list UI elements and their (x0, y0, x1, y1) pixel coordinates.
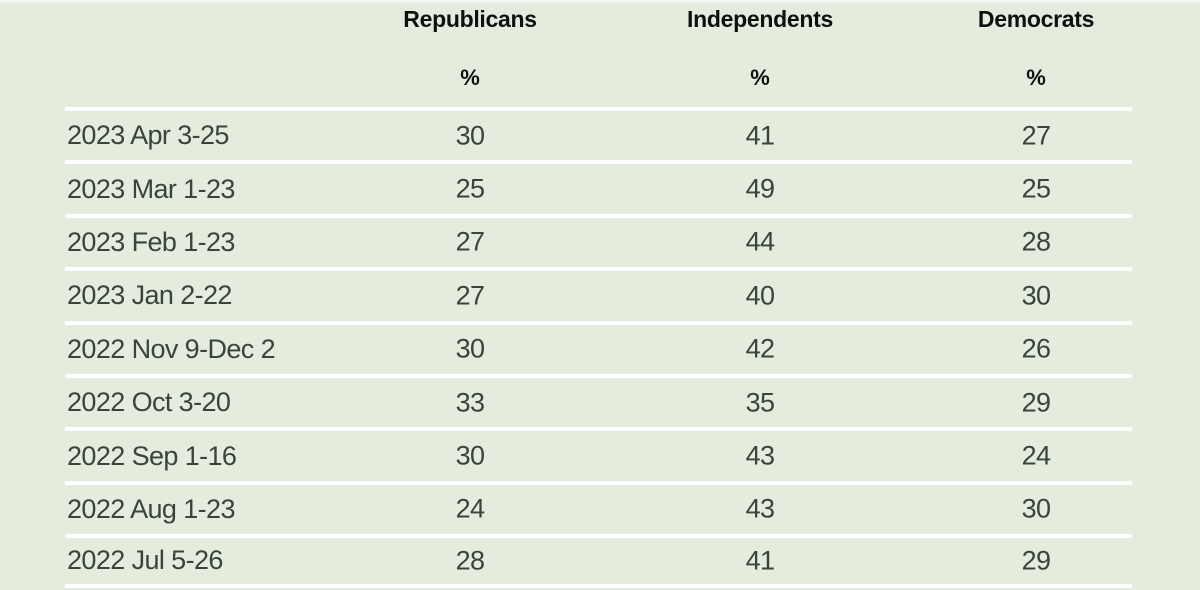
date-cell: 2022 Aug 1-23 (67, 493, 235, 524)
republicans-value: 30 (455, 333, 485, 364)
date-cell: 2022 Oct 3-20 (67, 387, 231, 418)
independents-value: 41 (745, 120, 775, 151)
table-row: 2023 Mar 1-23 25 49 25 (65, 160, 1132, 213)
date-cell: 2022 Nov 9-Dec 2 (67, 333, 276, 364)
table-body: 2023 Apr 3-25 30 41 27 2023 Mar 1-23 25 … (65, 107, 1132, 588)
table-row: 2022 Jul 5-26 28 41 29 (65, 534, 1132, 588)
date-cell: 2022 Sep 1-16 (67, 440, 237, 471)
democrats-value: 25 (1021, 173, 1051, 204)
independents-value: 35 (745, 387, 775, 418)
republicans-value: 30 (455, 120, 485, 151)
republicans-value: 28 (455, 545, 485, 576)
date-cell: 2023 Mar 1-23 (67, 173, 235, 204)
democrats-value: 28 (1021, 226, 1051, 257)
date-cell: 2023 Jan 2-22 (67, 280, 232, 311)
percent-label-democrats: % (1026, 65, 1046, 90)
democrats-value: 30 (1021, 280, 1051, 311)
democrats-value: 27 (1021, 120, 1051, 151)
democrats-value: 30 (1021, 493, 1051, 524)
date-cell: 2022 Jul 5-26 (67, 545, 223, 576)
republicans-value: 30 (455, 440, 485, 471)
table-row: 2023 Apr 3-25 30 41 27 (65, 107, 1132, 160)
column-header-independents: Independents (687, 6, 833, 32)
republicans-value: 27 (455, 280, 485, 311)
table-row: 2023 Feb 1-23 27 44 28 (65, 213, 1132, 267)
independents-value: 41 (745, 545, 775, 576)
table-row: 2022 Aug 1-23 24 43 30 (65, 480, 1132, 534)
table-row: 2022 Sep 1-16 30 43 24 (65, 427, 1132, 480)
percent-label-republicans: % (460, 65, 480, 90)
democrats-value: 29 (1021, 545, 1051, 576)
republicans-value: 25 (455, 173, 485, 204)
independents-value: 40 (745, 280, 775, 311)
table-row: 2023 Jan 2-22 27 40 30 (65, 267, 1132, 320)
democrats-value: 24 (1021, 440, 1051, 471)
independents-value: 43 (745, 493, 775, 524)
column-header-republicans: Republicans (403, 6, 537, 32)
independents-value: 42 (745, 333, 775, 364)
democrats-value: 26 (1021, 333, 1051, 364)
independents-value: 49 (745, 173, 775, 204)
democrats-value: 29 (1021, 387, 1051, 418)
date-cell: 2023 Apr 3-25 (67, 120, 229, 151)
table-row: 2022 Nov 9-Dec 2 30 42 26 (65, 320, 1132, 374)
independents-value: 43 (745, 440, 775, 471)
percent-label-independents: % (750, 65, 770, 90)
republicans-value: 24 (455, 493, 485, 524)
column-header-democrats: Democrats (977, 6, 1095, 32)
independents-value: 44 (745, 226, 775, 257)
table-header: Republicans Independents Democrats % % % (0, 0, 1200, 107)
table-row: 2022 Oct 3-20 33 35 29 (65, 373, 1132, 427)
republicans-value: 27 (455, 226, 485, 257)
republicans-value: 33 (455, 387, 485, 418)
date-cell: 2023 Feb 1-23 (67, 226, 235, 257)
